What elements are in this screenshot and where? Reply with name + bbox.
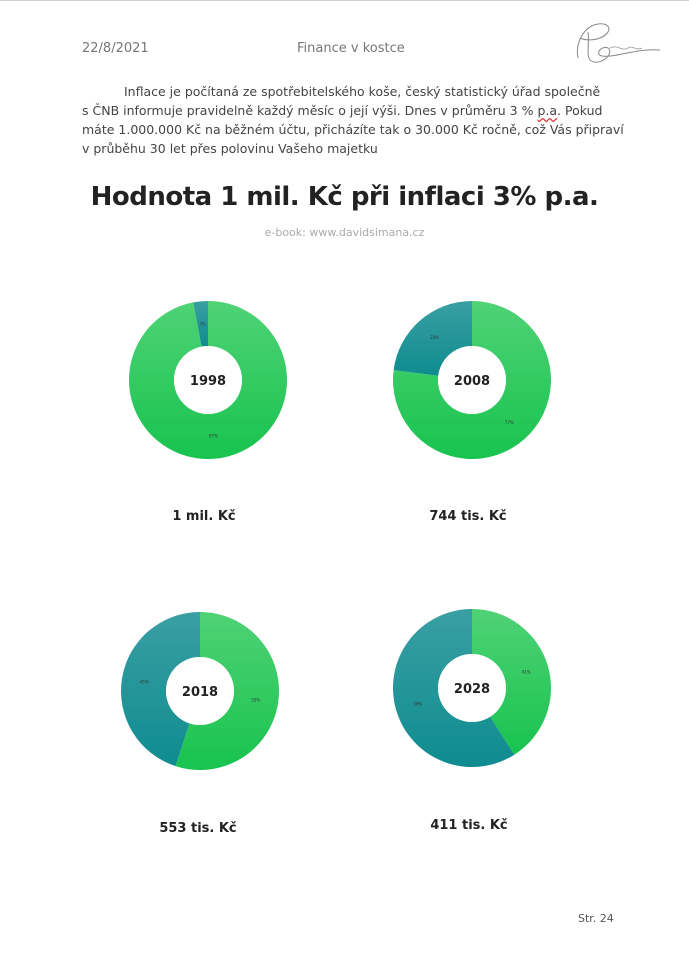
- intro-line-2: s ČNB informuje pravidelně každý měsíc o…: [82, 101, 622, 120]
- donut-slice-green: [129, 301, 287, 459]
- signature-icon: [576, 23, 661, 63]
- spellcheck-word: p.a: [537, 103, 558, 118]
- donut-chart-2: 77% 23% 2008: [392, 300, 552, 460]
- donut-slice-teal: [393, 609, 515, 767]
- header-title: Finance v kostce: [297, 41, 405, 56]
- slice-percent-label: 55%: [251, 697, 260, 702]
- slice-percent-label: 97%: [209, 434, 218, 439]
- intro-line-2-b: . Pokud: [557, 103, 603, 118]
- page-number: Str. 24: [578, 912, 614, 925]
- donut-slice-teal: [393, 301, 472, 376]
- donut-slice-teal: [193, 301, 208, 347]
- infographic-title: Hodnota 1 mil. Kč při inflaci 3% p.a.: [90, 182, 599, 212]
- intro-line-3: máte 1.000.000 Kč na běžném účtu, přichá…: [82, 122, 624, 137]
- donut-hole: [438, 654, 506, 722]
- donut-slice-green: [175, 612, 279, 770]
- donut-chart-4: 41% 59% 2028: [392, 608, 552, 768]
- chart-value-label-4: 411 tis. Kč: [430, 818, 508, 833]
- intro-line-1: Inflace je počítaná ze spotřebitelského …: [124, 84, 601, 99]
- donut-svg: 55% 45% 2018: [120, 612, 279, 770]
- slice-percent-label: 59%: [413, 701, 422, 706]
- donut-year-label: 1998: [190, 374, 226, 389]
- donut-year-label: 2028: [454, 682, 490, 697]
- chart-value-label-2: 744 tis. Kč: [429, 509, 507, 524]
- donut-hole: [174, 346, 242, 414]
- slice-percent-label: 3%: [200, 321, 207, 326]
- slice-percent-label: 77%: [505, 420, 514, 425]
- donut-slice-green: [472, 609, 551, 755]
- donut-svg: 41% 59% 2028: [393, 609, 551, 767]
- donut-svg: 77% 23% 2008: [393, 301, 551, 459]
- infographic-subtitle: e-book: www.davidsimana.cz: [264, 226, 425, 239]
- page-top-border: [0, 0, 689, 1]
- slice-percent-label: 41%: [522, 670, 531, 675]
- donut-year-label: 2018: [182, 685, 218, 700]
- header-date: 22/8/2021: [82, 41, 149, 56]
- intro-line-4: v průběhu 30 let přes polovinu Vašeho ma…: [82, 141, 378, 156]
- intro-line-2-a: s ČNB informuje pravidelně každý měsíc o…: [82, 103, 538, 118]
- chart-value-label-1: 1 mil. Kč: [172, 509, 236, 524]
- donut-chart-3: 55% 45% 2018: [120, 611, 280, 771]
- donut-svg: 97% 3% 1998: [129, 301, 287, 459]
- donut-chart-1: 97% 3% 1998: [128, 300, 288, 460]
- donut-slice-teal: [120, 612, 200, 767]
- donut-hole: [166, 657, 234, 725]
- intro-paragraph: Inflace je počítaná ze spotřebitelského …: [82, 82, 624, 158]
- slice-percent-label: 23%: [430, 335, 439, 340]
- donut-year-label: 2008: [454, 374, 490, 389]
- donut-hole: [438, 346, 506, 414]
- slice-percent-label: 45%: [140, 680, 149, 685]
- donut-slice-green: [393, 301, 551, 459]
- chart-value-label-3: 553 tis. Kč: [159, 821, 237, 836]
